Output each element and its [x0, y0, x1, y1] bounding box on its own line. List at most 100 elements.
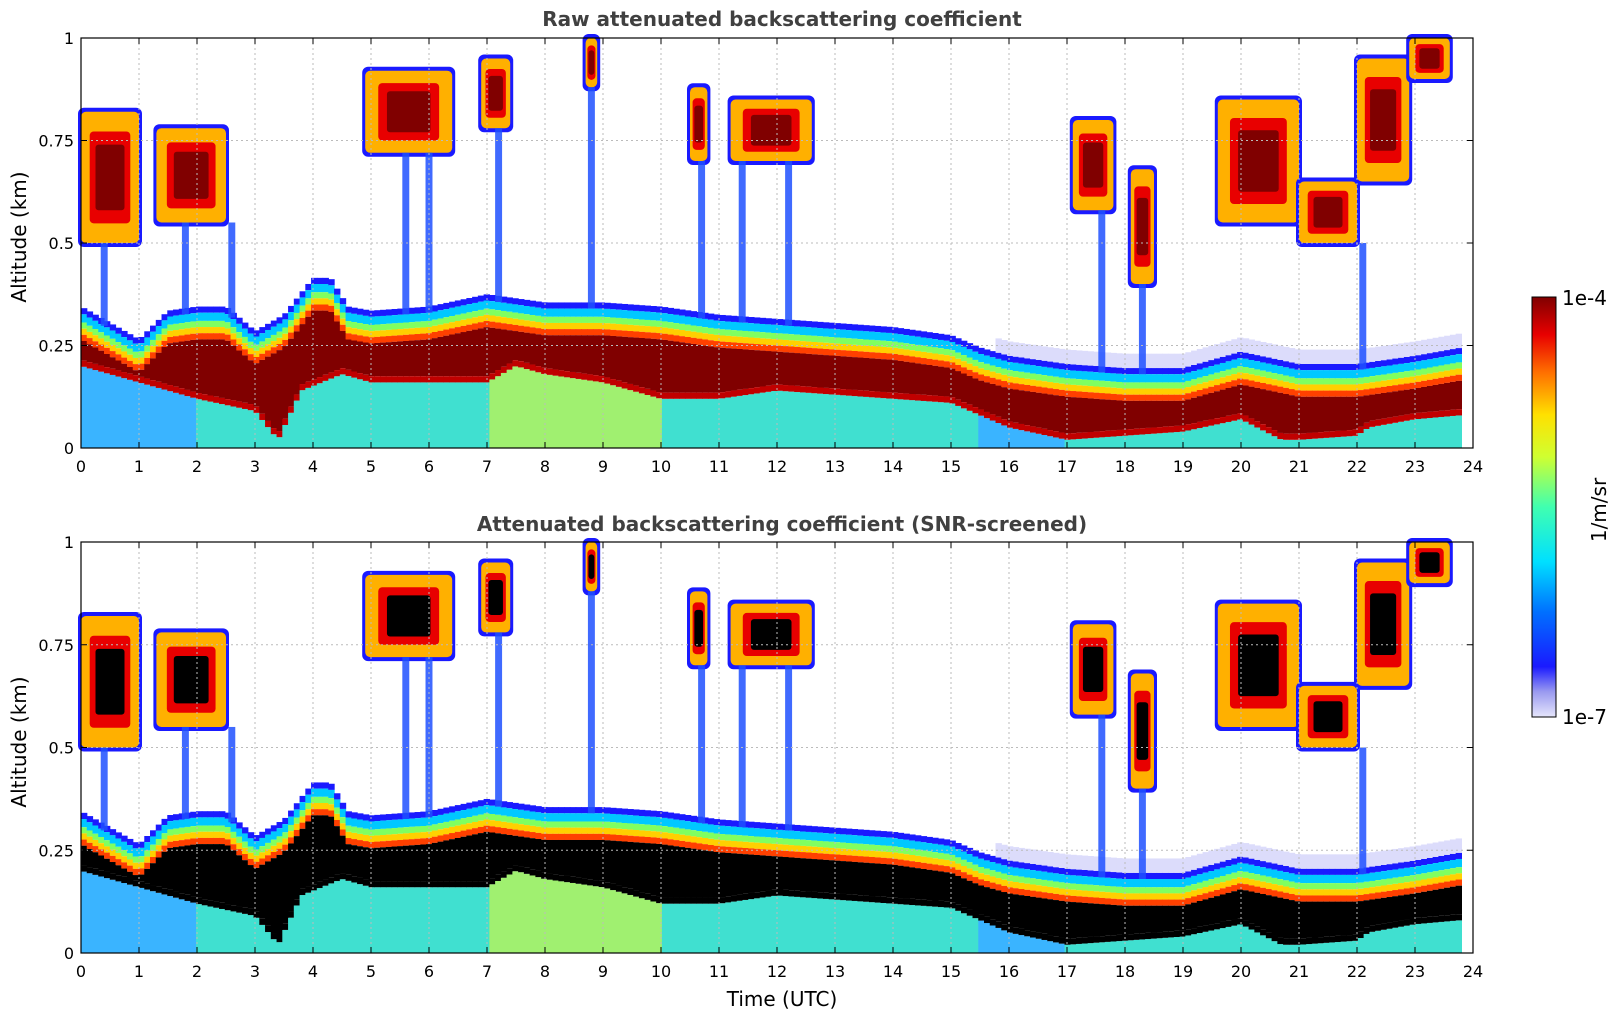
aerosol-column — [1110, 941, 1117, 953]
cloud-patch — [1214, 599, 1302, 731]
halo — [1288, 852, 1296, 868]
backscatter-band — [1018, 876, 1025, 883]
backscatter-band — [391, 376, 398, 383]
backscatter-band — [500, 323, 508, 330]
backscatter-band — [880, 857, 887, 864]
backscatter-band — [552, 335, 559, 370]
backscatter-band — [1409, 881, 1416, 888]
aerosol-column — [1173, 937, 1181, 953]
backscatter-band — [121, 850, 128, 857]
backscatter-band — [115, 832, 122, 839]
backscatter-band — [460, 332, 467, 377]
backscatter-band — [81, 340, 88, 361]
backscatter-band — [420, 327, 427, 334]
aerosol-column — [1133, 434, 1140, 448]
backscatter-band — [1070, 875, 1077, 884]
backscatter-band — [937, 900, 945, 908]
backscatter-band — [1225, 892, 1232, 921]
backscatter-band — [1426, 367, 1434, 374]
backscatter-band — [598, 376, 606, 383]
backscatter-band — [966, 880, 974, 910]
aerosol-column — [604, 383, 611, 448]
backscatter-band — [1329, 889, 1336, 896]
halo — [1306, 349, 1313, 364]
backscatter-band — [719, 819, 726, 826]
backscatter-band — [546, 322, 554, 330]
backscatter-band — [368, 316, 375, 325]
aerosol-column — [1288, 439, 1296, 448]
backscatter-band — [1415, 375, 1422, 382]
aerosol-column — [276, 437, 283, 448]
backscatter-band — [937, 396, 945, 403]
backscatter-band — [207, 817, 214, 826]
backscatter-band — [891, 852, 899, 859]
backscatter-band — [1185, 366, 1192, 373]
backscatter-band — [949, 861, 956, 868]
backscatter-band — [656, 837, 663, 844]
aerosol-column — [397, 887, 404, 953]
aerosol-column — [673, 398, 680, 448]
backscatter-band — [311, 277, 318, 284]
aerosol-column — [788, 896, 795, 953]
aerosol-column — [316, 888, 324, 953]
aerosol-column — [1035, 938, 1043, 953]
backscatter-band — [247, 341, 255, 348]
aerosol-column — [955, 910, 962, 953]
backscatter-band — [604, 308, 611, 318]
aerosol-column — [460, 887, 467, 953]
backscatter-band — [1081, 385, 1089, 392]
backscatter-band — [1260, 356, 1267, 363]
backscatter-band — [811, 327, 818, 336]
backscatter-band — [891, 347, 899, 354]
backscatter-band — [937, 865, 945, 872]
backscatter-band — [834, 337, 841, 344]
backscatter-band — [1196, 882, 1204, 889]
aerosol-column — [903, 904, 910, 953]
backscatter-band — [1415, 369, 1422, 376]
x-tick-label: 15 — [941, 457, 961, 476]
backscatter-band — [201, 327, 209, 334]
backscatter-band — [880, 391, 887, 399]
backscatter-band — [1449, 375, 1457, 382]
backscatter-band — [391, 813, 398, 820]
backscatter-band — [1449, 369, 1457, 376]
backscatter-band — [1139, 905, 1146, 934]
backscatter-band — [1116, 388, 1123, 395]
halo — [1254, 845, 1261, 860]
backscatter-band — [788, 340, 795, 347]
backscatter-band — [454, 819, 462, 826]
aerosol-column — [926, 906, 933, 953]
aerosol-column — [644, 394, 652, 448]
backscatter-band — [495, 310, 502, 317]
backscatter-band — [138, 874, 145, 882]
backscatter-band — [897, 360, 905, 394]
backscatter-band — [707, 319, 715, 328]
backscatter-band — [719, 897, 726, 904]
halo — [1455, 838, 1462, 853]
backscatter-band — [1104, 366, 1112, 373]
backscatter-band — [150, 339, 157, 347]
backscatter-band — [776, 351, 784, 385]
backscatter-band — [1242, 890, 1250, 921]
backscatter-band — [868, 339, 876, 347]
backscatter-band — [1127, 872, 1135, 880]
cloud-patch — [727, 95, 815, 165]
backscatter-band — [546, 839, 554, 874]
backscatter-band — [661, 392, 669, 399]
backscatter-band — [127, 348, 134, 355]
backscatter-band — [828, 337, 836, 344]
backscatter-band — [926, 358, 933, 365]
backscatter-band — [408, 812, 416, 819]
backscatter-band — [1363, 422, 1370, 429]
backscatter-band — [173, 336, 180, 343]
backscatter-band — [1214, 863, 1221, 870]
backscatter-band — [610, 379, 617, 386]
backscatter-band — [81, 328, 88, 335]
backscatter-band — [1219, 861, 1227, 868]
backscatter-band — [1150, 382, 1158, 389]
backscatter-band — [1357, 894, 1365, 902]
aerosol-column — [345, 880, 352, 953]
backscatter-band — [219, 306, 226, 313]
backscatter-band — [1277, 359, 1284, 367]
backscatter-band — [834, 343, 841, 350]
